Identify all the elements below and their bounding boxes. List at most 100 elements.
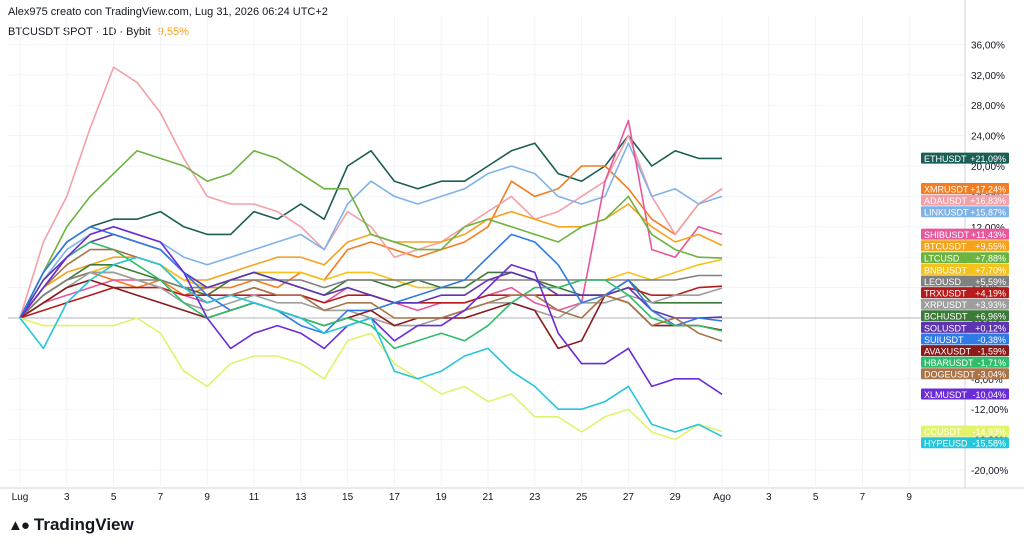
- badge-bg: [921, 310, 1009, 322]
- series-line-hbarusdt: [19, 241, 723, 350]
- badge-name: LEOUSD: [924, 277, 962, 287]
- badge-bnbusdt: BNBUSDT +7,70%: [921, 263, 1009, 275]
- badge-ccusdt: CCUSDT -14,93%: [921, 425, 1009, 437]
- x-tick-label: 21: [482, 492, 494, 503]
- badge-value: +16,83%: [970, 196, 1006, 206]
- badge-leousd: LEOUSD +5,59%: [921, 275, 1009, 287]
- x-tick-label: 5: [111, 492, 117, 503]
- series-line-ccusdt: [19, 317, 723, 441]
- x-tick-label: 9: [204, 492, 210, 503]
- badge-trxusdt: TRXUSDT +4,19%: [921, 287, 1009, 299]
- brand-name: TradingView: [33, 515, 134, 534]
- badge-bg: [921, 252, 1009, 264]
- x-tick-label: 29: [670, 492, 682, 503]
- badge-name: AVAXUSDT: [924, 347, 972, 357]
- badge-name: BNBUSDT: [924, 265, 968, 275]
- series-badges: ETHUSDT +21,09%XMRUSDT +17,24%ADAUSDT +16,8…: [921, 152, 1009, 449]
- badge-bg: [921, 368, 1009, 380]
- x-tick-label: 25: [576, 492, 588, 503]
- x-tick-label: 9: [906, 492, 912, 503]
- badge-hbarusdt: HBARUSDT -1,71%: [921, 356, 1009, 368]
- badge-name: HYPEUSD: [924, 439, 968, 449]
- badge-name: SOLUSDT: [924, 323, 967, 333]
- badge-value: +21,09%: [970, 154, 1006, 164]
- badge-bg: [921, 152, 1009, 164]
- y-tick-label: -20,00%: [971, 466, 1008, 477]
- badge-suiusdt: SUIUSDT -0,38%: [921, 333, 1009, 345]
- badge-bg: [921, 437, 1009, 449]
- badge-value: +0,12%: [975, 323, 1006, 333]
- badge-name: ETHUSDT: [924, 154, 967, 164]
- chart-credit: Alex975 creato con TradingView.com, Lug …: [8, 6, 328, 18]
- series-line-ltcusd: [19, 150, 723, 319]
- badge-value: +9,55%: [975, 242, 1006, 252]
- badge-value: -0,38%: [977, 335, 1006, 345]
- x-tick-label: 17: [389, 492, 401, 503]
- symbol-change: 9,55%: [157, 26, 189, 38]
- y-tick-label: -8,00%: [971, 375, 1003, 386]
- badge-name: XLMUSDT: [924, 390, 968, 400]
- x-tick-label: 13: [295, 492, 307, 503]
- x-tick-label: Lug: [12, 492, 29, 503]
- badge-value: -3,04%: [977, 370, 1006, 380]
- badge-bg: [921, 275, 1009, 287]
- comparison-chart[interactable]: 36,00%32,00%28,00%24,00%20,00%16,00%12,0…: [0, 0, 1024, 510]
- x-tick-label: 3: [766, 492, 772, 503]
- badge-value: +15,87%: [970, 208, 1006, 218]
- badge-name: CCUSDT: [924, 427, 962, 437]
- x-tick-label: 27: [623, 492, 635, 503]
- badge-value: -15,58%: [972, 439, 1006, 449]
- badge-bg: [921, 298, 1009, 310]
- y-tick-label: 12,00%: [971, 223, 1005, 234]
- badge-value: +7,88%: [975, 254, 1006, 264]
- tradingview-logo-icon: ▲●: [8, 516, 30, 534]
- badge-value: -10,04%: [972, 390, 1006, 400]
- badge-ltcusd: LTCUSD +7,88%: [921, 252, 1009, 264]
- badge-value: +7,70%: [975, 265, 1006, 275]
- series-line-avaxusdt: [19, 279, 723, 350]
- badge-value: +3,93%: [975, 300, 1006, 310]
- badge-avaxusdt: AVAXUSDT -1,59%: [921, 345, 1009, 357]
- y-tick-label: 36,00%: [971, 40, 1005, 51]
- badge-name: BTCUSDT: [924, 242, 967, 252]
- badge-value: +11,43%: [971, 230, 1006, 240]
- badge-dogeusdt: DOGEUSDT -3,04%: [921, 368, 1009, 380]
- badge-name: LTCUSD: [924, 254, 960, 264]
- y-tick-label: 32,00%: [971, 71, 1005, 82]
- badge-bg: [921, 333, 1009, 345]
- badge-bg: [921, 263, 1009, 275]
- y-tick-label: 24,00%: [971, 132, 1005, 143]
- symbol-name: BTCUSDT SPOT · 1D · Bybit: [8, 26, 151, 38]
- badge-solusdt: SOLUSDT +0,12%: [921, 321, 1009, 333]
- badge-bg: [921, 228, 1009, 240]
- x-tick-label: 3: [64, 492, 70, 503]
- badge-ethusdt: ETHUSDT +21,09%: [921, 152, 1009, 164]
- badge-bg: [921, 206, 1009, 218]
- x-tick-label: 11: [249, 492, 260, 503]
- symbol-info[interactable]: BTCUSDT SPOT · 1D · Bybit 9,55%: [8, 26, 189, 38]
- badge-xrpusdt: XRPUSDT +3,93%: [921, 298, 1009, 310]
- badge-value: +6,96%: [975, 312, 1006, 322]
- badge-name: XRPUSDT: [924, 300, 968, 310]
- badge-name: ADAUSDT: [924, 196, 968, 206]
- badge-xlmusdt: XLMUSDT -10,04%: [921, 388, 1009, 400]
- x-tick-label: 15: [342, 492, 354, 503]
- series-line-hypeusd: [19, 256, 723, 438]
- x-tick-label: 19: [436, 492, 448, 503]
- badge-bg: [921, 345, 1009, 357]
- chart-axes: [0, 0, 1024, 489]
- y-tick-label: -12,00%: [971, 405, 1008, 416]
- badge-value: -1,71%: [977, 358, 1006, 368]
- badge-bg: [921, 425, 1009, 437]
- badge-shibusdt: SHIBUSDT +11,43%: [921, 228, 1009, 240]
- x-tick-label: 23: [529, 492, 541, 503]
- badge-btcusdt: BTCUSDT +9,55%: [921, 240, 1009, 252]
- badge-name: TRXUSDT: [924, 289, 967, 299]
- x-axis-ticks: Lug 3 5 7 9 11 13 15 17 19 21 23 25 27 29 Ago 3 5 7 9: [12, 492, 913, 503]
- badge-bg: [921, 183, 1009, 194]
- badge-bg: [921, 240, 1009, 252]
- badge-name: DOGEUSDT: [924, 370, 976, 380]
- badge-value: +17,24%: [970, 184, 1006, 194]
- tradingview-logo[interactable]: ▲● TradingView: [8, 515, 134, 535]
- y-tick-label: 20,00%: [971, 162, 1005, 173]
